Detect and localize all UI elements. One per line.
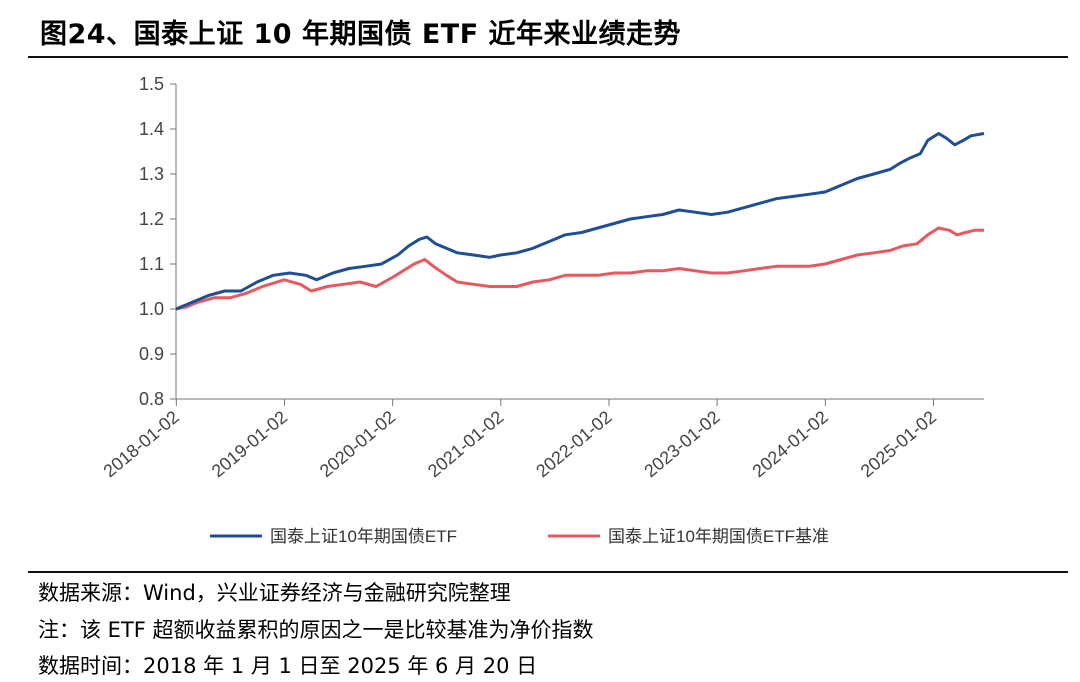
x-tick-label: 2022-01-02	[532, 407, 615, 482]
y-tick-label: 1.0	[139, 299, 164, 319]
source-note: 数据来源：Wind，兴业证券经济与金融研究院整理	[38, 581, 511, 605]
y-tick-label: 1.2	[139, 209, 164, 229]
benchmark-series-line	[175, 226, 984, 311]
x-tick-label: 2021-01-02	[424, 407, 507, 482]
line-chart: 0.8 0.9 1.0 1.1 1.2 1.3 1.4 1.5 2018-01-02 2019-…	[100, 74, 985, 546]
explanation-note: 注：该 ETF 超额收益累积的原因之一是比较基准为净价指数	[38, 618, 594, 642]
x-tick-label: 2023-01-02	[640, 407, 723, 482]
x-tick-label: 2018-01-02	[100, 407, 183, 482]
figure-title: 图24、国泰上证 10 年期国债 ETF 近年来业绩走势	[40, 19, 682, 50]
y-tick-label: 1.1	[139, 254, 164, 274]
x-tick-label: 2024-01-02	[748, 407, 831, 482]
y-axis-ticks: 0.8 0.9 1.0 1.1 1.2 1.3 1.4 1.5	[139, 74, 176, 409]
y-tick-label: 1.3	[139, 164, 164, 184]
x-axis-ticks: 2018-01-02 2019-01-02 2020-01-02 2021-01-02…	[100, 399, 940, 482]
bottom-rule	[28, 571, 1068, 573]
y-tick-label: 0.8	[139, 389, 164, 409]
x-tick-label: 2019-01-02	[208, 407, 291, 482]
y-tick-label: 1.4	[139, 119, 164, 139]
chart-series	[175, 132, 985, 311]
chart-legend: 国泰上证10年期国债ETF 国泰上证10年期国债ETF基准	[210, 527, 829, 546]
x-tick-label: 2020-01-02	[316, 407, 399, 482]
period-note: 数据时间：2018 年 1 月 1 日至 2025 年 6 月 20 日	[38, 654, 538, 678]
etf-series-line	[175, 132, 985, 311]
legend-label: 国泰上证10年期国债ETF	[270, 527, 457, 546]
y-tick-label: 1.5	[139, 74, 164, 94]
top-rule	[28, 56, 1068, 58]
chart-axes	[175, 84, 984, 400]
x-tick-label: 2025-01-02	[857, 407, 940, 482]
y-tick-label: 0.9	[139, 344, 164, 364]
legend-label: 国泰上证10年期国债ETF基准	[608, 527, 829, 546]
